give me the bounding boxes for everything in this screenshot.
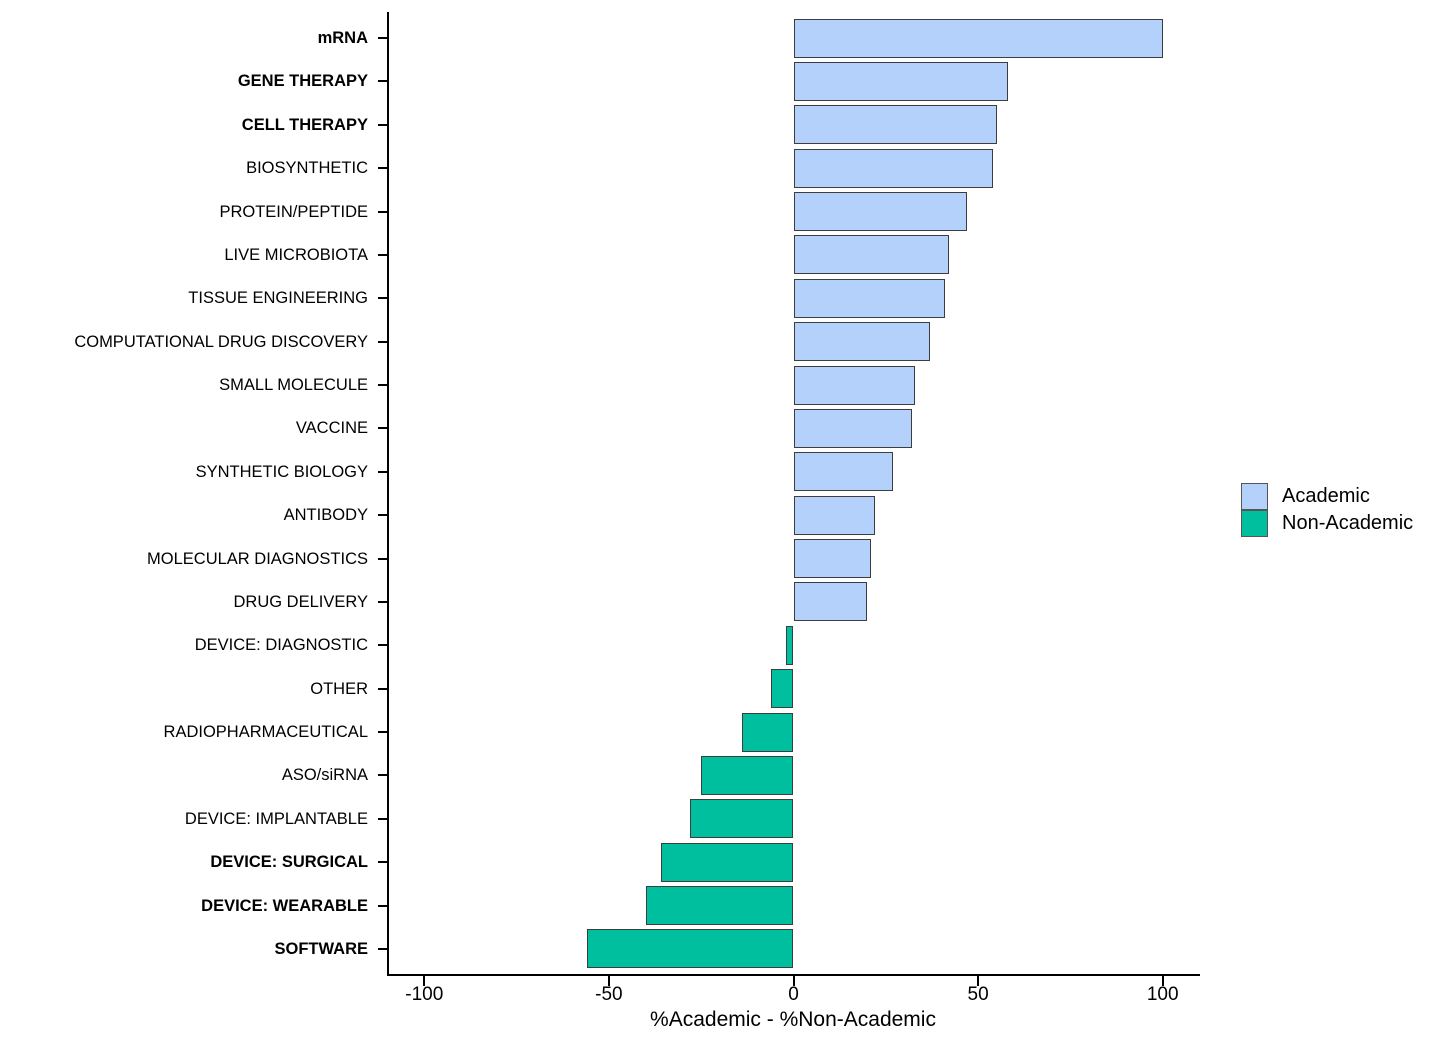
category-label-protein-peptide: PROTEIN/PEPTIDE	[219, 202, 368, 221]
category-label-computational-drug-discovery: COMPUTATIONAL DRUG DISCOVERY	[74, 332, 368, 351]
bar-device-diagnostic	[786, 625, 794, 665]
bar-radiopharmaceutical	[741, 712, 794, 752]
bar-small-molecule	[793, 365, 916, 405]
bar-mrna	[793, 18, 1163, 58]
y-axis-tick	[377, 687, 387, 690]
category-label-cell-therapy: CELL THERAPY	[241, 115, 368, 134]
y-axis-tick	[377, 210, 387, 213]
bar-vaccine	[793, 408, 912, 448]
category-label-molecular-diagnostics: MOLECULAR DIAGNOSTICS	[147, 549, 368, 568]
y-axis-tick	[377, 340, 387, 343]
bar-antibody	[793, 495, 875, 535]
category-label-vaccine: VACCINE	[295, 419, 368, 438]
category-label-device-implantable: DEVICE: IMPLANTABLE	[184, 809, 368, 828]
bar-cell-therapy	[793, 105, 997, 145]
category-label-radiopharmaceutical: RADIOPHARMACEUTICAL	[163, 723, 368, 742]
x-axis-tick	[607, 975, 610, 986]
legend-entry-academic: Academic	[1241, 483, 1413, 510]
y-axis-tick	[377, 37, 387, 39]
category-label-drug-delivery: DRUG DELIVERY	[233, 592, 368, 611]
y-axis-tick	[377, 557, 387, 560]
y-axis-tick	[377, 644, 387, 647]
category-label-gene-therapy: GENE THERAPY	[237, 72, 368, 91]
bar-device-surgical	[660, 842, 794, 882]
bar-protein-peptide	[793, 192, 968, 232]
bar-other	[771, 669, 794, 709]
y-axis-tick	[377, 731, 387, 734]
x-axis-tick	[1161, 975, 1164, 986]
legend-label-academic: Academic	[1282, 485, 1370, 507]
legend-entry-non-academic: Non-Academic	[1241, 510, 1413, 537]
y-axis-tick	[377, 600, 387, 603]
y-axis-tick	[377, 947, 387, 950]
category-label-synthetic-biology: SYNTHETIC BIOLOGY	[195, 462, 368, 481]
y-axis-tick	[377, 817, 387, 820]
x-axis-tick	[792, 975, 795, 986]
x-axis-tick	[977, 975, 980, 986]
y-axis-tick	[377, 514, 387, 517]
legend-label-non-academic: Non-Academic	[1282, 512, 1414, 534]
category-label-antibody: ANTIBODY	[283, 506, 368, 525]
y-axis-line	[386, 12, 389, 974]
category-label-biosynthetic: BIOSYNTHETIC	[246, 159, 368, 178]
legend-swatch-non-academic	[1241, 510, 1268, 537]
y-axis-tick	[377, 904, 387, 907]
bar-aso-sirna	[701, 755, 794, 795]
x-axis-line	[386, 973, 1200, 976]
bar-molecular-diagnostics	[793, 539, 872, 579]
y-axis-tick	[377, 861, 387, 864]
bar-gene-therapy	[793, 61, 1008, 101]
y-axis-tick	[377, 297, 387, 300]
bar-live-microbiota	[793, 235, 949, 275]
y-axis-tick	[377, 427, 387, 430]
category-label-device-wearable: DEVICE: WEARABLE	[201, 896, 368, 915]
x-axis-tick-label: -50	[595, 984, 623, 1005]
legend: Academic Non-Academic	[1241, 483, 1413, 537]
bar-device-wearable	[645, 886, 794, 926]
x-axis-tick-label: 100	[1146, 984, 1179, 1005]
y-axis-tick	[377, 167, 387, 170]
x-axis-tick-label: 0	[788, 984, 799, 1005]
y-axis-tick	[377, 80, 387, 83]
x-axis-tick	[423, 975, 426, 986]
bar-software	[586, 929, 794, 969]
y-axis-tick	[377, 384, 387, 387]
category-label-other: OTHER	[310, 679, 368, 698]
category-label-software: SOFTWARE	[274, 939, 369, 958]
x-axis-tick-label: -100	[405, 984, 444, 1005]
category-label-mrna: mRNA	[317, 29, 368, 47]
legend-swatch-academic	[1241, 483, 1268, 510]
bar-device-implantable	[690, 799, 794, 839]
y-axis-tick	[377, 470, 387, 473]
y-axis-tick	[377, 774, 387, 777]
category-label-small-molecule: SMALL MOLECULE	[219, 376, 368, 395]
category-label-tissue-engineering: TISSUE ENGINEERING	[188, 289, 368, 308]
category-label-device-surgical: DEVICE: SURGICAL	[210, 853, 368, 872]
x-axis-title: %Academic - %Non-Academic	[650, 1008, 936, 1031]
category-label-live-microbiota: LIVE MICROBIOTA	[224, 245, 368, 264]
y-axis-tick	[377, 253, 387, 256]
bar-computational-drug-discovery	[793, 322, 931, 362]
category-label-aso-sirna: ASO/siRNA	[281, 766, 368, 785]
bar-drug-delivery	[793, 582, 868, 622]
bar-biosynthetic	[793, 148, 993, 188]
bar-tissue-engineering	[793, 278, 945, 318]
category-label-device-diagnostic: DEVICE: DIAGNOSTIC	[194, 636, 368, 655]
y-axis-tick	[377, 123, 387, 126]
bar-synthetic-biology	[793, 452, 894, 492]
x-axis-tick-label: 50	[967, 984, 989, 1005]
